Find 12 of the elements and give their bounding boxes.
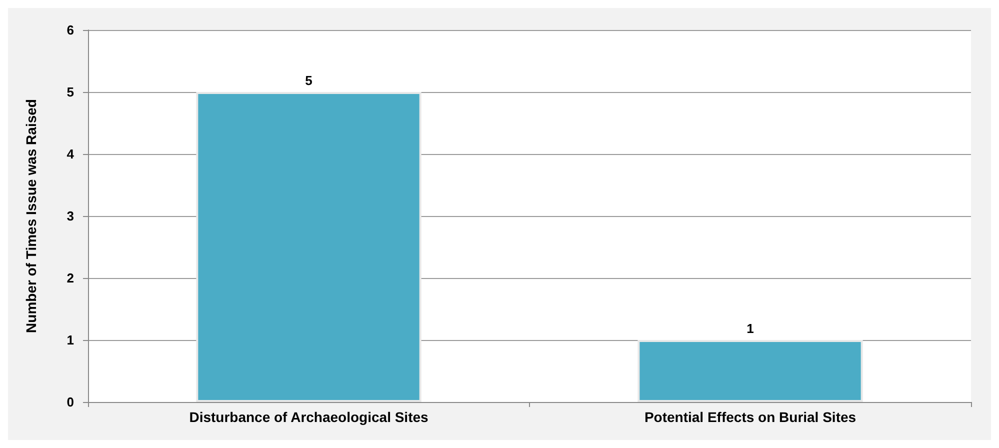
data-label: 1 xyxy=(746,321,754,336)
data-label: 5 xyxy=(305,73,312,88)
y-tick-label: 5 xyxy=(66,84,74,100)
y-tick-label: 2 xyxy=(66,270,74,286)
y-tick-label: 0 xyxy=(66,394,74,410)
y-tick-label: 3 xyxy=(66,208,74,224)
y-tick-label: 4 xyxy=(66,146,75,162)
y-axis-title: Number of Times Issue was Raised xyxy=(23,99,39,333)
x-tick-label: Disturbance of Archaeological Sites xyxy=(189,409,429,425)
y-tick-label: 1 xyxy=(66,332,74,348)
x-tick-label: Potential Effects on Burial Sites xyxy=(644,409,856,425)
y-tick-label: 6 xyxy=(66,22,74,38)
